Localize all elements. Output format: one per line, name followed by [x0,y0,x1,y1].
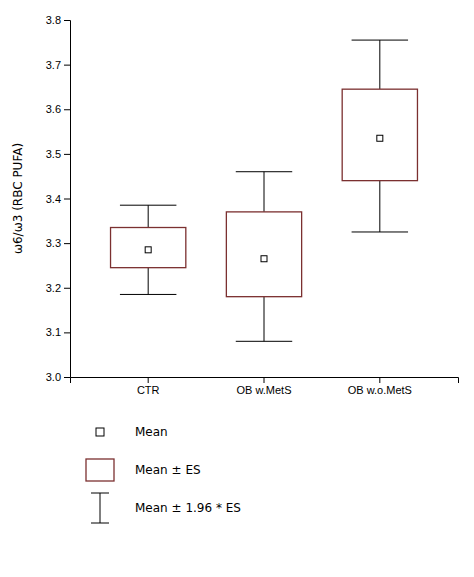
y-tick-label: 3.6 [46,103,61,115]
y-tick-label: 3.0 [46,371,61,383]
legend-icon-line [100,493,101,523]
mean-marker [145,247,151,253]
legend-label: Mean ± 1.96 * ES [135,501,241,515]
y-tick-label: 3.8 [46,14,61,26]
y-tick-mark [64,65,70,66]
plot: 3.0 3.1 3.2 3.3 3.4 3.5 3.6 3.7 3.8 CTR OB w.MetS O… [46,14,459,396]
x-tick: OB w.MetS [236,377,291,396]
y-tick: 3.3 [46,237,70,249]
legend-item: Mean ± ES [86,459,201,481]
y-tick-label: 3.3 [46,237,61,249]
y-axis-title: ω6/ω3 (RBC PUFA) [11,143,25,254]
x-tick-label: OB w.MetS [236,384,291,396]
y-tick-mark [64,109,70,110]
x-tick: CTR [137,377,160,396]
y-axis: 3.0 3.1 3.2 3.3 3.4 3.5 3.6 3.7 3.8 [46,14,71,383]
box-group [342,40,417,232]
legend-label: Mean ± ES [135,463,201,477]
box [226,212,301,297]
whisker-cap [236,171,292,172]
legend-icon [96,428,104,436]
whisker [148,205,149,227]
whisker-cap [352,231,408,232]
x-tick-mark [379,377,380,383]
legend-label: Mean [135,425,168,439]
x-tick-mark [148,377,149,383]
y-tick: 3.2 [46,282,70,294]
y-tick: 3.4 [46,193,70,205]
legend-icon-line [91,493,109,494]
legend-icon [91,493,109,523]
chart: 3.0 3.1 3.2 3.3 3.4 3.5 3.6 3.7 3.8 CTR OB w.MetS O… [0,0,474,577]
y-tick-mark [64,154,70,155]
y-tick-label: 3.4 [46,193,61,205]
y-tick-mark [64,243,70,244]
whisker [264,297,265,342]
x-tick-label: OB w.o.MetS [348,384,412,396]
y-tick: 3.0 [46,371,70,383]
mean-marker [261,256,267,262]
x-tick-mark [264,377,265,383]
y-axis-line [64,21,71,378]
y-tick-label: 3.7 [46,59,61,71]
y-tick-label: 3.5 [46,148,61,160]
y-tick: 3.5 [46,148,70,160]
whisker [379,181,380,232]
y-tick-mark [64,332,70,333]
y-tick: 3.8 [46,14,70,26]
legend-item: Mean [96,425,168,439]
mean-marker [377,135,383,141]
y-tick-mark [64,199,70,200]
y-tick-label: 3.1 [46,326,61,338]
whisker-cap [120,205,176,206]
box-group [111,205,186,294]
whisker [148,268,149,295]
box [111,228,186,268]
x-axis: CTR OB w.MetS OB w.o.MetS [71,377,459,396]
y-tick: 3.6 [46,103,70,115]
y-tick-mark [64,377,70,378]
marks [111,40,418,341]
legend-item: Mean ± 1.96 * ES [91,493,241,523]
y-tick-mark [64,20,70,21]
whisker-cap [120,294,176,295]
box-group [226,172,301,342]
x-tick: OB w.o.MetS [348,377,412,396]
whisker-cap [352,40,408,41]
x-tick-label: CTR [137,384,160,396]
y-tick-label: 3.2 [46,282,61,294]
legend: Mean Mean ± ES Mean ± 1.96 * ES [86,425,241,524]
legend-icon-line [91,523,109,524]
whisker-cap [236,341,292,342]
y-tick: 3.7 [46,59,70,71]
x-axis-line [71,378,459,384]
whisker [264,172,265,212]
y-tick-mark [64,288,70,289]
y-tick: 3.1 [46,326,70,338]
legend-icon [86,459,114,481]
box [342,89,417,180]
whisker [379,40,380,89]
